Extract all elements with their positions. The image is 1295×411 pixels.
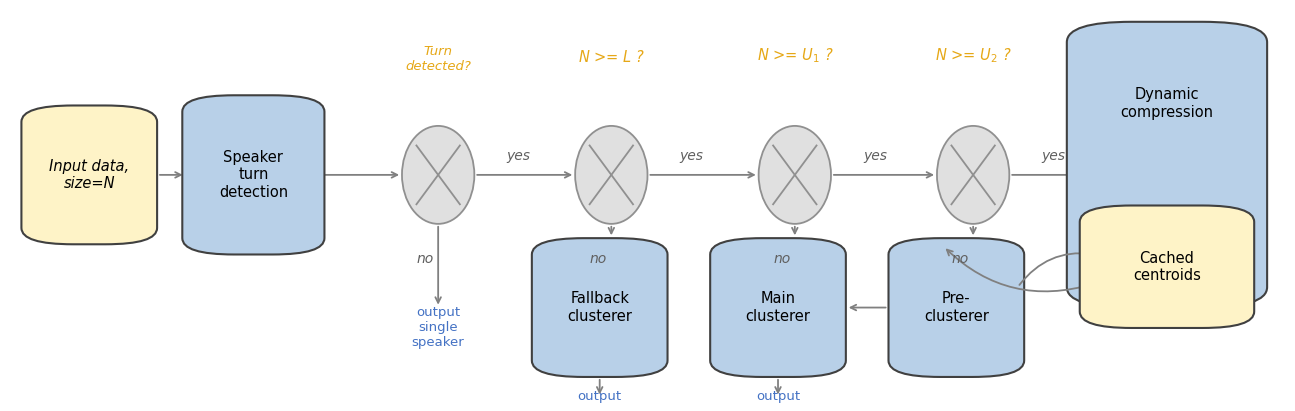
Ellipse shape (759, 126, 831, 224)
Text: Turn
detected?: Turn detected? (405, 45, 471, 73)
Text: Pre-
clusterer: Pre- clusterer (923, 291, 989, 324)
Text: yes: yes (680, 149, 703, 163)
FancyBboxPatch shape (1067, 22, 1267, 307)
Text: Input data,
size=N: Input data, size=N (49, 159, 130, 191)
Text: no: no (589, 252, 607, 266)
Text: $N$ >= $U_1$ ?: $N$ >= $U_1$ ? (756, 46, 833, 65)
Text: $N$ >= $U_2$ ?: $N$ >= $U_2$ ? (935, 46, 1011, 65)
Text: no: no (952, 252, 969, 266)
Text: output: output (756, 390, 800, 404)
FancyBboxPatch shape (22, 106, 157, 244)
FancyBboxPatch shape (888, 238, 1024, 377)
Text: Main
clusterer: Main clusterer (746, 291, 811, 324)
FancyBboxPatch shape (532, 238, 667, 377)
Text: Dynamic
compression: Dynamic compression (1120, 87, 1213, 120)
FancyBboxPatch shape (710, 238, 846, 377)
Text: Speaker
turn
detection: Speaker turn detection (219, 150, 287, 200)
Text: no: no (417, 252, 434, 266)
Text: Fallback
clusterer: Fallback clusterer (567, 291, 632, 324)
Text: yes: yes (506, 149, 531, 163)
Text: yes: yes (1041, 149, 1066, 163)
Text: yes: yes (864, 149, 887, 163)
Text: no: no (773, 252, 790, 266)
Text: output
single
speaker: output single speaker (412, 307, 465, 349)
Text: output: output (578, 390, 622, 404)
FancyBboxPatch shape (1080, 206, 1254, 328)
Text: Cached
centroids: Cached centroids (1133, 251, 1200, 283)
Ellipse shape (575, 126, 648, 224)
Ellipse shape (938, 126, 1009, 224)
Ellipse shape (401, 126, 474, 224)
FancyBboxPatch shape (183, 95, 325, 254)
Text: $N$ >= $L$ ?: $N$ >= $L$ ? (578, 48, 645, 65)
